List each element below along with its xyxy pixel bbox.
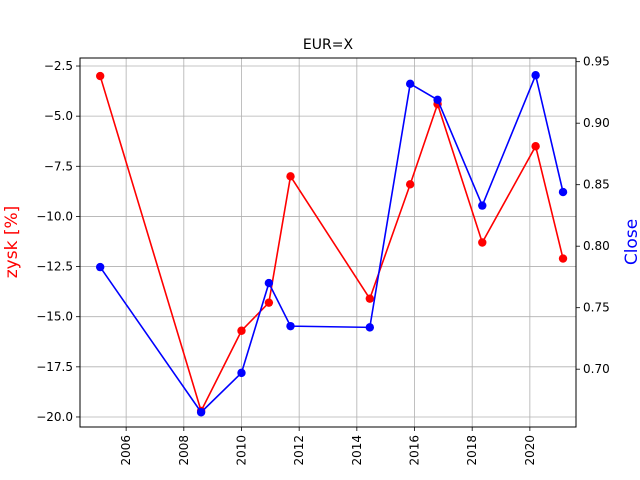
y-left-tick-label: −20.0 <box>36 410 73 424</box>
y-axis-left-label: zysk [%] <box>2 206 22 279</box>
x-tick-label: 2012 <box>292 435 306 466</box>
x-tick-label: 2010 <box>234 435 248 466</box>
data-point <box>264 278 274 288</box>
y-right-tick-label: 0.85 <box>583 178 610 192</box>
data-point <box>405 180 415 189</box>
data-point <box>95 262 105 272</box>
y-right-tick-label: 0.90 <box>583 116 610 130</box>
series-right <box>95 71 568 417</box>
data-point <box>286 172 295 181</box>
series-left <box>95 71 568 416</box>
data-point <box>558 254 568 263</box>
data-point <box>433 95 442 105</box>
data-point <box>95 71 105 81</box>
y-left-tick-label: −5.0 <box>44 109 73 123</box>
data-point <box>196 408 206 417</box>
chart-title: EUR=X <box>303 37 354 53</box>
x-tick-label: 2006 <box>119 435 133 466</box>
plot-area <box>80 58 576 427</box>
y-axis-right-label: Close <box>622 219 640 265</box>
grid <box>80 58 576 427</box>
y-left-tick-label: −17.5 <box>36 360 73 374</box>
x-tick-label: 2016 <box>408 435 422 466</box>
data-point <box>237 326 246 335</box>
data-point <box>531 142 540 151</box>
plot-frame <box>79 57 577 428</box>
y-left-tick-label: −12.5 <box>36 260 73 274</box>
y-right-tick-label: 0.75 <box>583 301 610 315</box>
data-point <box>264 298 274 307</box>
data-point <box>365 323 375 332</box>
x-tick-label: 2008 <box>177 435 191 466</box>
x-tick-label: 2014 <box>350 435 364 466</box>
y-axis-left: −2.5 −5.0 −7.5 −10.0 −12.5 −15.0 −17.5 −20.0 <box>36 59 80 424</box>
data-point <box>558 187 568 197</box>
data-point <box>286 321 295 331</box>
y-left-tick-label: −7.5 <box>44 159 73 173</box>
x-tick-label: 2018 <box>465 435 479 466</box>
y-right-tick-label: 0.95 <box>583 55 610 69</box>
data-point <box>237 368 246 378</box>
data-point <box>405 79 415 89</box>
y-axis-right: 0.95 0.90 0.85 0.80 0.75 0.70 <box>576 55 610 376</box>
data-point <box>478 201 487 210</box>
y-left-tick-label: −15.0 <box>36 310 73 324</box>
series-layer <box>95 71 568 417</box>
x-axis: 2006 2008 2010 2012 2014 2016 2018 2020 <box>119 427 537 466</box>
data-point <box>478 238 487 247</box>
y-left-tick-label: −2.5 <box>44 59 73 73</box>
y-left-tick-label: −10.0 <box>36 209 73 223</box>
x-tick-label: 2020 <box>523 435 537 466</box>
data-point <box>531 71 540 80</box>
y-right-tick-label: 0.70 <box>583 362 610 376</box>
y-right-tick-label: 0.80 <box>583 239 610 253</box>
data-point <box>365 294 375 303</box>
